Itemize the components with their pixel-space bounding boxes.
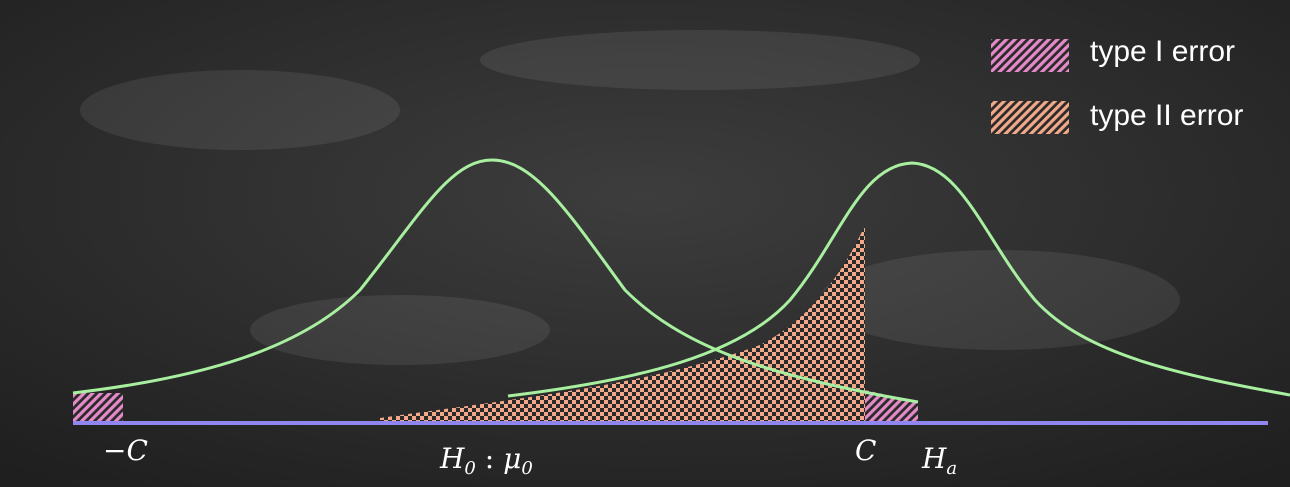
label-h0-separator: : bbox=[476, 442, 503, 475]
label-mu-main: μ bbox=[503, 442, 521, 475]
label-neg-c: −C bbox=[103, 434, 148, 467]
label-h0-sub: 0 bbox=[464, 458, 475, 479]
label-ha: Ha bbox=[921, 442, 957, 479]
legend-type1-label: type I error bbox=[1090, 35, 1235, 68]
label-ha-main: H bbox=[921, 442, 947, 475]
legend: type I error type II error bbox=[991, 35, 1243, 134]
legend-type2-label: type II error bbox=[1090, 99, 1243, 132]
label-ha-sub: a bbox=[946, 458, 957, 479]
legend-type2-swatch bbox=[991, 101, 1069, 134]
legend-type1-swatch bbox=[991, 39, 1069, 72]
type2-error-region bbox=[380, 225, 865, 422]
label-mu-sub: 0 bbox=[521, 458, 532, 479]
ha-distribution-curve bbox=[507, 161, 1290, 398]
chalk-smudges bbox=[80, 30, 1180, 365]
label-h0-main: H bbox=[439, 442, 465, 475]
label-c: C bbox=[855, 434, 876, 467]
type1-error-region-left bbox=[73, 393, 123, 422]
type1-error-region-right bbox=[865, 390, 918, 422]
label-h0-mu0: H0 : μ0 bbox=[439, 442, 533, 479]
h0-distribution-curve bbox=[72, 158, 919, 404]
